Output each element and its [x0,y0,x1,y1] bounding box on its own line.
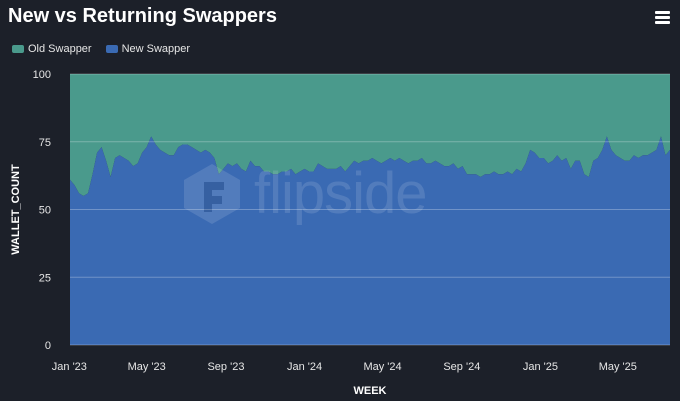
x-tick-label-3: Jan '24 [287,361,322,373]
x-tick-label-6: Jan '25 [523,361,558,373]
x-tick-label-0: Jan '23 [52,361,87,373]
x-tick-label-1: May '23 [128,361,166,373]
legend-label-new-swapper: New Swapper [121,43,191,55]
y-tick-label-0: 0 [45,340,51,352]
legend-swatch-new-swapper [105,45,118,53]
legend-swatch-old-swapper [12,45,24,53]
legend-item-new-swapper[interactable]: New Swapper [105,43,191,55]
y-axis-title: WALLET_COUNT [10,164,22,255]
hamburger-menu-icon[interactable] [655,11,670,24]
x-tick-label-5: Sep '24 [443,361,480,373]
x-tick-label-2: Sep '23 [207,361,244,373]
x-tick-label-7: May '25 [599,361,637,373]
x-axis-title: WEEK [354,385,387,397]
y-tick-label-25: 25 [39,272,51,284]
y-tick-label-75: 75 [39,137,51,149]
x-tick-label-4: May '24 [363,361,401,373]
legend-item-old-swapper[interactable]: Old Swapper [12,43,92,55]
legend-label-old-swapper: Old Swapper [28,43,92,55]
y-tick-label-50: 50 [39,205,51,217]
series-area-old-swapper [70,74,670,196]
chart-legend: Old Swapper New Swapper [12,43,190,55]
chart-title: New vs Returning Swappers [8,5,277,27]
series-area-new-swapper [70,136,670,345]
y-tick-label-100: 100 [33,69,51,81]
